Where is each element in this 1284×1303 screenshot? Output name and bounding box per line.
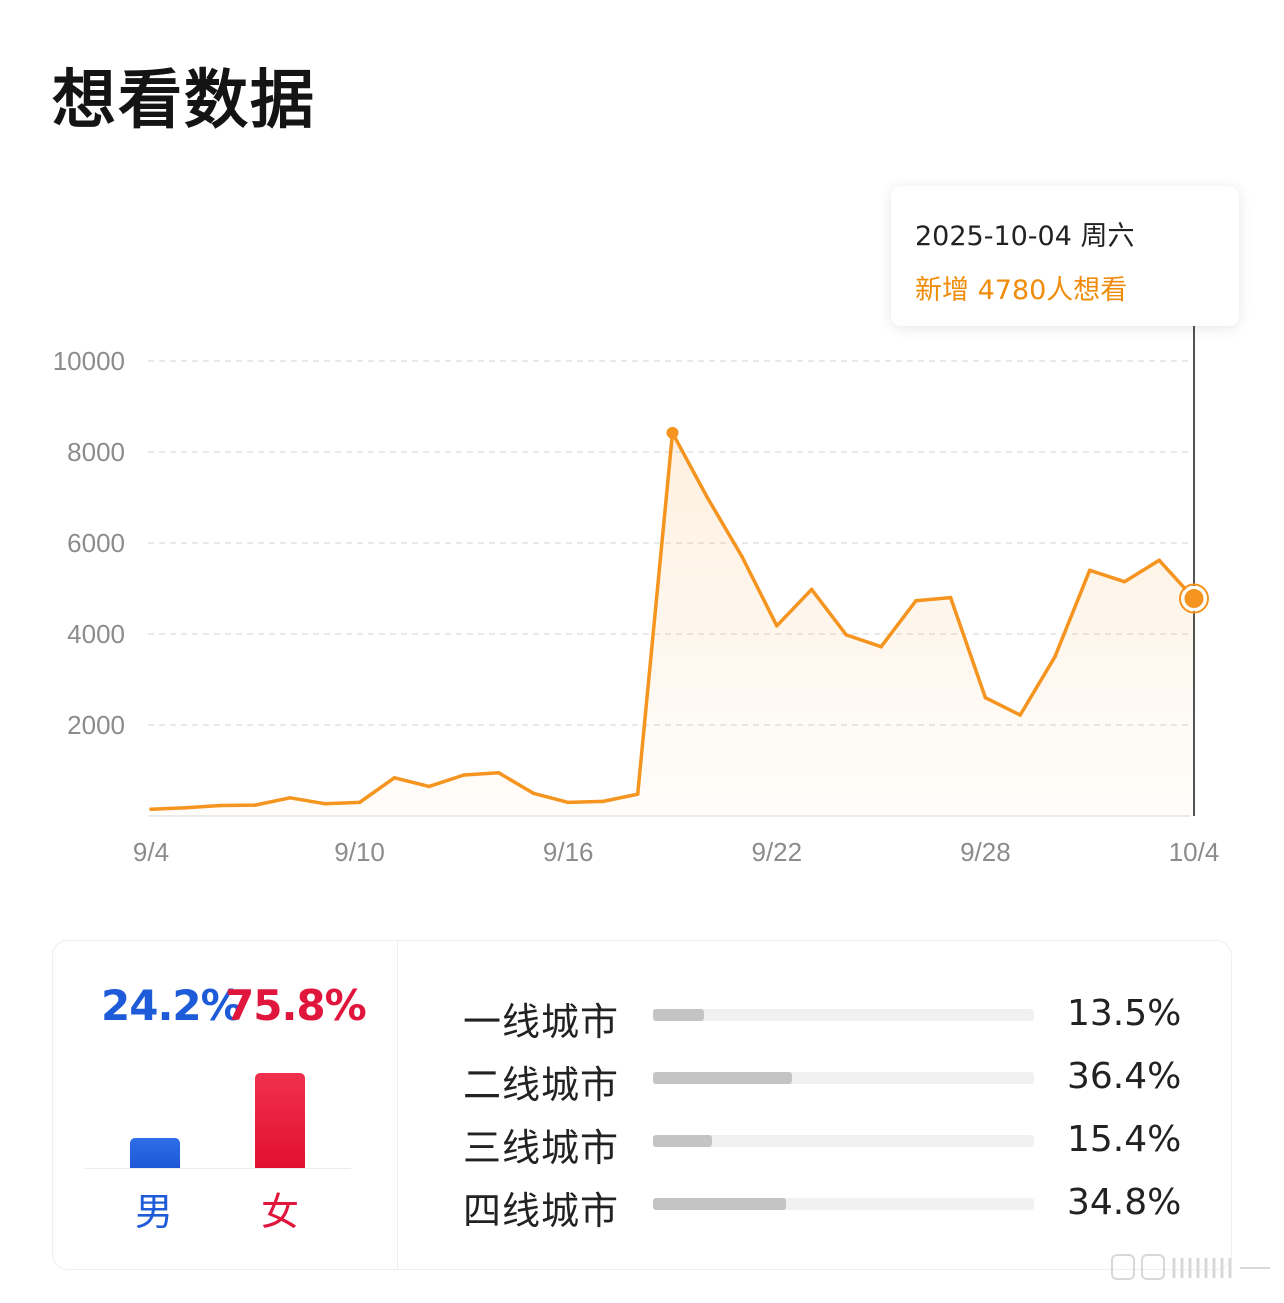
y-tick-label: 10000 bbox=[53, 346, 125, 376]
data-point bbox=[879, 644, 883, 649]
y-tick-label: 6000 bbox=[67, 528, 125, 558]
data-point bbox=[601, 799, 605, 804]
city-tier-percent: 15.4% bbox=[1067, 1119, 1182, 1160]
male-percent: 24.2% bbox=[101, 981, 243, 1030]
city-tier-name: 四线城市 bbox=[463, 1189, 620, 1233]
selected-point-ring bbox=[1179, 583, 1209, 614]
data-points bbox=[149, 431, 1196, 811]
tooltip-date: 2025-10-04 周六 bbox=[915, 221, 1135, 252]
trend-line-chart[interactable]: 2000 4000 6000 8000 10000 9/4 9/10 9/16 9/22 9/2… bbox=[0, 0, 1284, 900]
watermark-logo bbox=[1111, 1254, 1270, 1280]
data-point bbox=[427, 784, 431, 789]
y-tick-label: 4000 bbox=[67, 619, 125, 649]
city-tier-row: 四线城市 34.8% bbox=[463, 1180, 1183, 1233]
city-tier-percent: 34.8% bbox=[1067, 1182, 1182, 1223]
data-point bbox=[705, 495, 710, 500]
data-point bbox=[288, 796, 292, 800]
x-tick-label: 9/28 bbox=[960, 837, 1011, 867]
city-tier-row: 三线城市 15.4% bbox=[463, 1117, 1183, 1170]
x-tick-label: 10/4 bbox=[1169, 837, 1220, 867]
city-tier-name: 二线城市 bbox=[463, 1063, 620, 1107]
city-tier-name: 三线城市 bbox=[463, 1126, 620, 1170]
city-tier-fill bbox=[653, 1198, 786, 1210]
city-tier-row: 二线城市 36.4% bbox=[463, 1054, 1183, 1107]
data-point bbox=[809, 587, 814, 592]
page-title: 想看数据 bbox=[52, 64, 316, 138]
data-point bbox=[1157, 558, 1162, 563]
x-tick-label: 9/16 bbox=[543, 837, 594, 867]
y-tick-label: 8000 bbox=[67, 437, 125, 467]
data-point bbox=[496, 770, 501, 775]
female-label: 女 bbox=[261, 1190, 300, 1234]
series-area bbox=[151, 432, 1194, 816]
data-point bbox=[323, 801, 327, 806]
x-axis: 9/4 9/10 9/16 9/22 9/28 10/4 bbox=[133, 837, 1219, 867]
city-tier-fill bbox=[653, 1009, 705, 1021]
data-point bbox=[740, 554, 744, 559]
city-tier-name: 一线城市 bbox=[463, 1000, 620, 1044]
x-tick-label: 9/22 bbox=[751, 837, 802, 867]
city-tier-track bbox=[653, 1009, 1034, 1021]
city-tier-percent: 13.5% bbox=[1067, 993, 1182, 1034]
data-point bbox=[462, 773, 466, 777]
y-tick-label: 2000 bbox=[67, 710, 125, 740]
city-tier-fill bbox=[653, 1072, 792, 1084]
data-point bbox=[392, 775, 397, 780]
city-tier-track bbox=[653, 1198, 1034, 1210]
female-bar bbox=[255, 1073, 305, 1168]
x-tick-label: 9/10 bbox=[334, 837, 385, 867]
gender-panel: 24.2% 75.8% 男 女 bbox=[53, 941, 398, 1269]
selected-point-marker[interactable] bbox=[1181, 586, 1207, 612]
tooltip-value: 新增 4780人想看 bbox=[915, 275, 1128, 306]
data-point bbox=[1018, 713, 1022, 717]
data-point bbox=[775, 624, 779, 628]
city-tier-track bbox=[653, 1135, 1034, 1147]
female-percent: 75.8% bbox=[225, 981, 367, 1030]
data-point bbox=[531, 791, 536, 796]
gender-baseline bbox=[85, 1168, 351, 1169]
x-tick-label: 9/4 bbox=[133, 837, 169, 867]
data-point bbox=[566, 800, 570, 805]
data-point bbox=[218, 803, 223, 808]
audience-stats-card: 24.2% 75.8% 男 女 一线城市 13.5% 二线城市 36.4% 三线… bbox=[52, 940, 1232, 1270]
data-point bbox=[1122, 579, 1127, 584]
data-point bbox=[1087, 568, 1092, 573]
city-tier-fill bbox=[653, 1135, 712, 1147]
data-point bbox=[983, 695, 988, 700]
peak-marker bbox=[666, 426, 679, 439]
city-tier-percent: 36.4% bbox=[1067, 1056, 1182, 1097]
male-label: 男 bbox=[135, 1190, 174, 1234]
city-tier-track bbox=[653, 1072, 1034, 1084]
data-point bbox=[844, 633, 849, 637]
data-point bbox=[183, 806, 188, 810]
city-tier-row: 一线城市 13.5% bbox=[463, 991, 1183, 1044]
data-point bbox=[914, 598, 918, 603]
chart-tooltip: 2025-10-04 周六 新增 4780人想看 bbox=[891, 186, 1239, 326]
data-point bbox=[948, 595, 953, 600]
data-point bbox=[149, 807, 153, 811]
y-axis: 2000 4000 6000 8000 10000 bbox=[53, 346, 125, 740]
data-point bbox=[253, 803, 258, 807]
male-bar bbox=[130, 1138, 180, 1168]
data-point bbox=[635, 792, 640, 796]
data-point bbox=[1053, 654, 1057, 659]
data-point bbox=[357, 800, 362, 805]
